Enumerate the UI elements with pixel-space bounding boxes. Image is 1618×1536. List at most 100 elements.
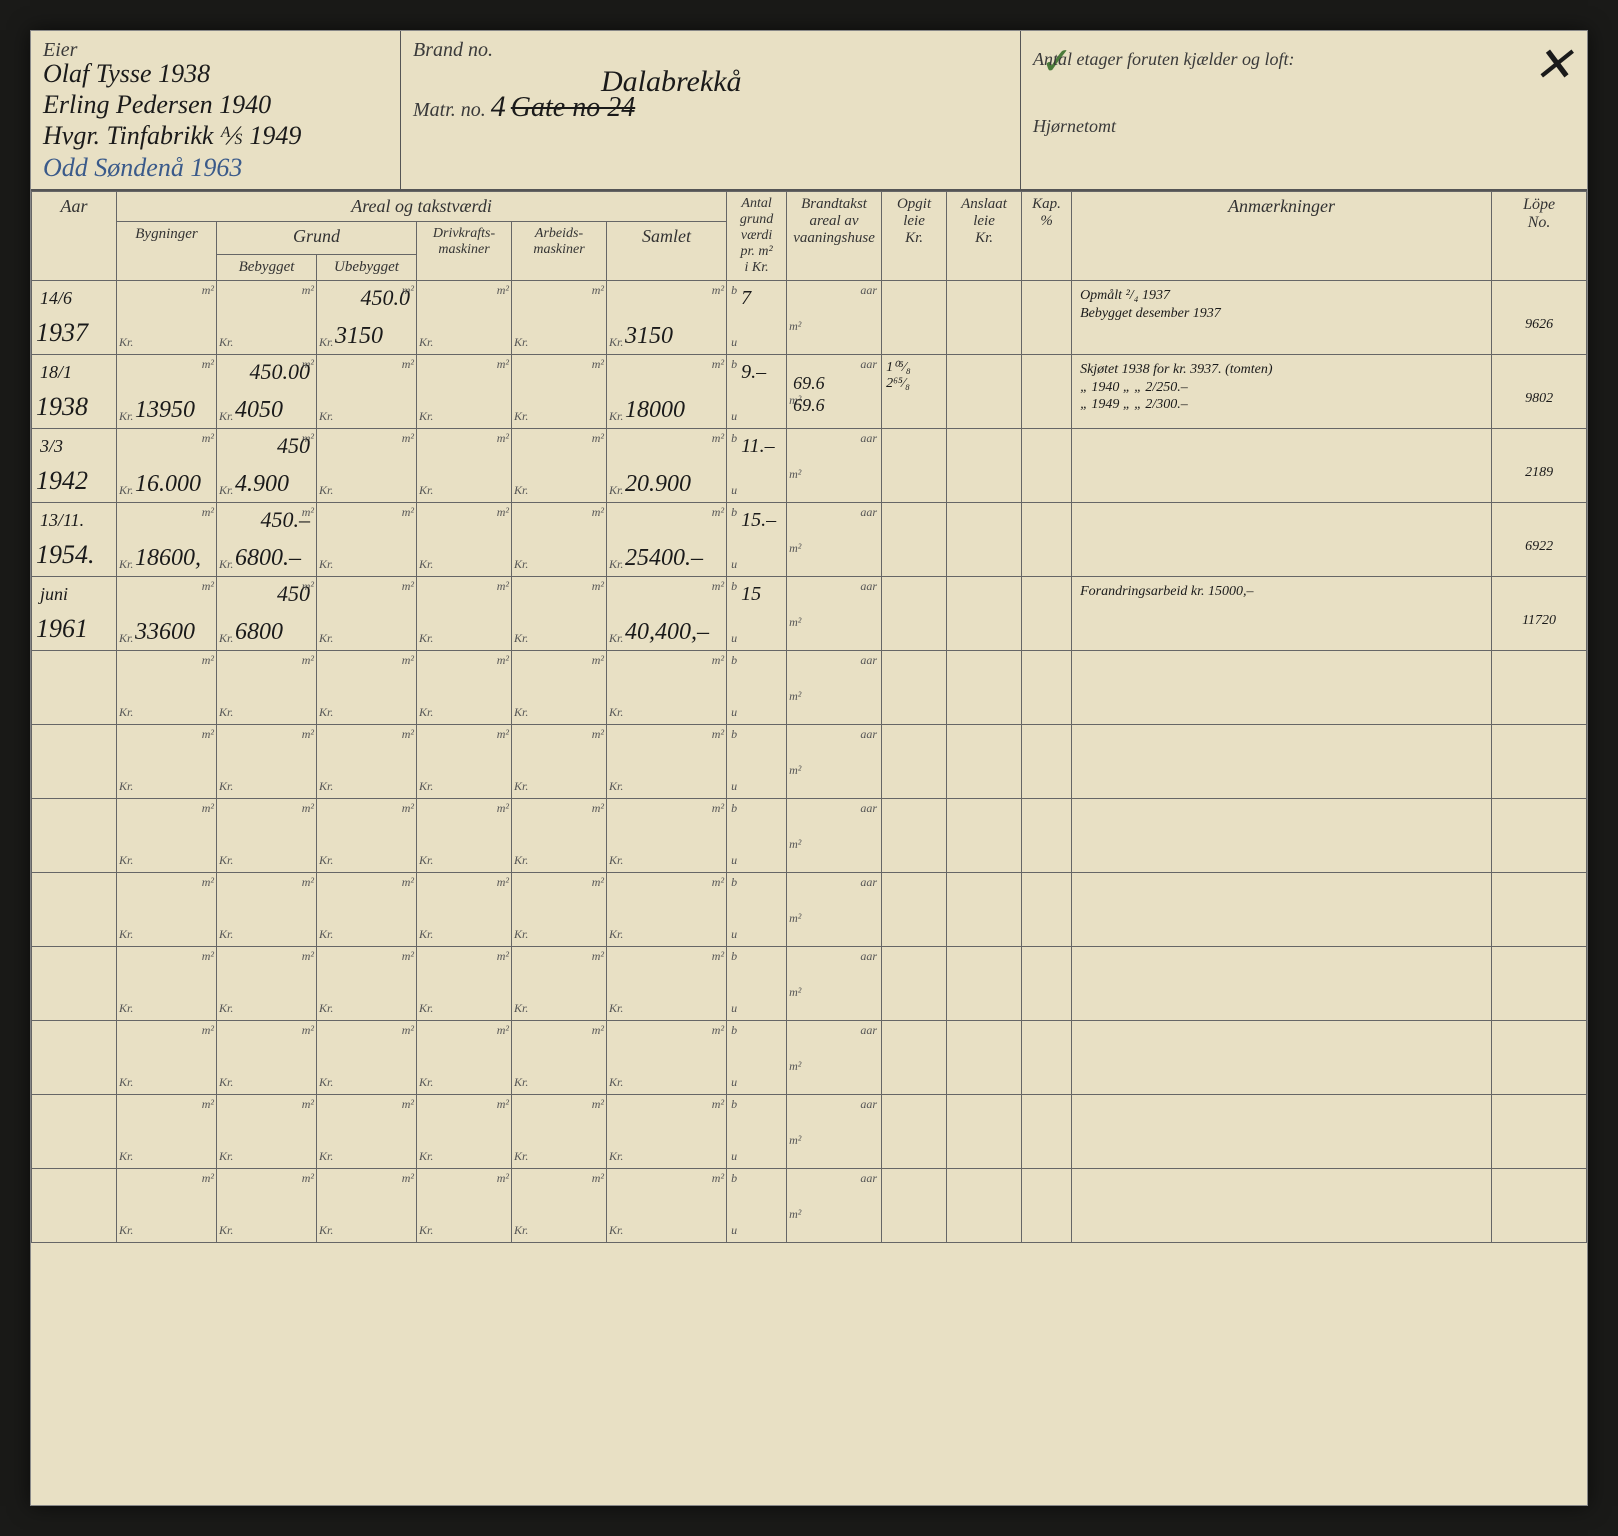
header-eier: Eier Olaf Tysse 1938 Erling Pedersen 194… bbox=[31, 31, 401, 189]
col-aar: Aar bbox=[32, 192, 117, 281]
cell-lope bbox=[1492, 1095, 1587, 1169]
header-brand: Brand no. ✓ Dalabrekkå Matr. no. 4 Gate … bbox=[401, 31, 1021, 189]
cell bbox=[1022, 577, 1072, 651]
cell bbox=[1022, 1095, 1072, 1169]
table-row: m²Kr.m²Kr.m²Kr.m²Kr.m²Kr.m²Kr.buaarm² bbox=[32, 1095, 1587, 1169]
cell: m²Kr. bbox=[217, 1169, 317, 1243]
cell: m²Kr. bbox=[317, 651, 417, 725]
owner-line: Olaf Tysse 1938 bbox=[43, 58, 388, 89]
cell-antal: bu bbox=[727, 947, 787, 1021]
cell-opgit bbox=[882, 873, 947, 947]
cell: m²Kr. bbox=[117, 1095, 217, 1169]
cell-opgit bbox=[882, 503, 947, 577]
cell: m²Kr. bbox=[512, 503, 607, 577]
cell: m²Kr.33600 bbox=[117, 577, 217, 651]
table-row: m²Kr.m²Kr.m²Kr.m²Kr.m²Kr.m²Kr.buaarm² bbox=[32, 725, 1587, 799]
cell: m²Kr. bbox=[512, 429, 607, 503]
cell: m²Kr. bbox=[417, 651, 512, 725]
cell: m²Kr.4506800 bbox=[217, 577, 317, 651]
cell-antal: bu7 bbox=[727, 281, 787, 355]
cell-opgit bbox=[882, 577, 947, 651]
cell: m²Kr. bbox=[317, 429, 417, 503]
table-row: m²Kr.m²Kr.m²Kr.m²Kr.m²Kr.m²Kr.buaarm² bbox=[32, 1169, 1587, 1243]
cell: m²Kr. bbox=[417, 503, 512, 577]
cell-antal: bu bbox=[727, 725, 787, 799]
cell-brandtakst: aarm² bbox=[787, 1095, 882, 1169]
cell bbox=[947, 725, 1022, 799]
cell bbox=[947, 281, 1022, 355]
cell-brandtakst: aarm² bbox=[787, 503, 882, 577]
cell-lope bbox=[1492, 725, 1587, 799]
cell bbox=[1022, 355, 1072, 429]
cell: m²Kr. bbox=[317, 725, 417, 799]
cell: m²Kr.13950 bbox=[117, 355, 217, 429]
cell-lope bbox=[1492, 873, 1587, 947]
cell bbox=[947, 651, 1022, 725]
table-body: 14/61937m²Kr.m²Kr.m²Kr.450.03150m²Kr.m²K… bbox=[32, 281, 1587, 1243]
cell: m²Kr.450.03150 bbox=[317, 281, 417, 355]
cell-anm: Forandringsarbeid kr. 15000,– bbox=[1072, 577, 1492, 651]
cell-anm bbox=[1072, 725, 1492, 799]
cell-anm: Opmålt ²/₄ 1937 Bebygget desember 1937 bbox=[1072, 281, 1492, 355]
etager-label: Antal etager foruten kjælder og loft: bbox=[1033, 49, 1575, 70]
cell-brandtakst: aarm² bbox=[787, 1021, 882, 1095]
cell: m²Kr. bbox=[512, 799, 607, 873]
cell bbox=[1022, 429, 1072, 503]
cell-antal: bu bbox=[727, 799, 787, 873]
cell-aar: juni1961 bbox=[32, 577, 117, 651]
cell-aar: 14/61937 bbox=[32, 281, 117, 355]
cell-brandtakst: aarm² bbox=[787, 281, 882, 355]
cell: m²Kr.3150 bbox=[607, 281, 727, 355]
cell: m²Kr. bbox=[117, 1021, 217, 1095]
cell: m²Kr. bbox=[512, 947, 607, 1021]
cell-anm bbox=[1072, 1095, 1492, 1169]
ledger-table: Aar Areal og takstværdi Antal grund værd… bbox=[31, 191, 1587, 1243]
cell-antal: bu bbox=[727, 1021, 787, 1095]
cell: m²Kr. bbox=[317, 1021, 417, 1095]
cell: m²Kr. bbox=[117, 873, 217, 947]
cell: m²Kr.18000 bbox=[607, 355, 727, 429]
cell bbox=[947, 799, 1022, 873]
cell: m²Kr. bbox=[117, 947, 217, 1021]
cell-lope: 9626 bbox=[1492, 281, 1587, 355]
table-row: m²Kr.m²Kr.m²Kr.m²Kr.m²Kr.m²Kr.buaarm² bbox=[32, 651, 1587, 725]
cell-lope: 6922 bbox=[1492, 503, 1587, 577]
cell-opgit bbox=[882, 1169, 947, 1243]
cell-brandtakst: aarm² bbox=[787, 725, 882, 799]
cell-opgit bbox=[882, 725, 947, 799]
col-kap: Kap. % bbox=[1022, 192, 1072, 281]
cell-opgit bbox=[882, 799, 947, 873]
cell-anm bbox=[1072, 799, 1492, 873]
cell: m²Kr. bbox=[512, 1095, 607, 1169]
cell-opgit bbox=[882, 429, 947, 503]
cell: m²Kr.25400.– bbox=[607, 503, 727, 577]
cell bbox=[1022, 1169, 1072, 1243]
cell-brandtakst: aarm² bbox=[787, 873, 882, 947]
cell bbox=[947, 503, 1022, 577]
cell: m²Kr. bbox=[417, 873, 512, 947]
cell-anm bbox=[1072, 503, 1492, 577]
cell: m²Kr.40,400,– bbox=[607, 577, 727, 651]
col-drivkraft: Drivkrafts- maskiner bbox=[417, 222, 512, 281]
table-head: Aar Areal og takstværdi Antal grund værd… bbox=[32, 192, 1587, 281]
cell-lope bbox=[1492, 1169, 1587, 1243]
cell bbox=[947, 1021, 1022, 1095]
matr-label: Matr. no. bbox=[413, 99, 486, 121]
col-antal: Antal grund værdi pr. m² i Kr. bbox=[727, 192, 787, 281]
owner-line: Hvgr. Tinfabrikk ⅍ 1949 bbox=[43, 120, 388, 151]
table-row: 3/31942m²Kr.16.000m²Kr.4504.900m²Kr.m²Kr… bbox=[32, 429, 1587, 503]
cell-brandtakst: aarm² bbox=[787, 1169, 882, 1243]
cell bbox=[1022, 503, 1072, 577]
cell: m²Kr. bbox=[607, 873, 727, 947]
cell: m²Kr. bbox=[512, 873, 607, 947]
col-arbeids: Arbeids- maskiner bbox=[512, 222, 607, 281]
cell-antal: bu bbox=[727, 873, 787, 947]
cell-aar bbox=[32, 651, 117, 725]
cell-aar: 3/31942 bbox=[32, 429, 117, 503]
table-row: 18/11938m²Kr.13950m²Kr.450.004050m²Kr.m²… bbox=[32, 355, 1587, 429]
cell-opgit bbox=[882, 1095, 947, 1169]
col-ubebygget: Ubebygget bbox=[317, 255, 417, 281]
cell bbox=[947, 947, 1022, 1021]
cell-aar bbox=[32, 799, 117, 873]
cell: m²Kr. bbox=[317, 1169, 417, 1243]
